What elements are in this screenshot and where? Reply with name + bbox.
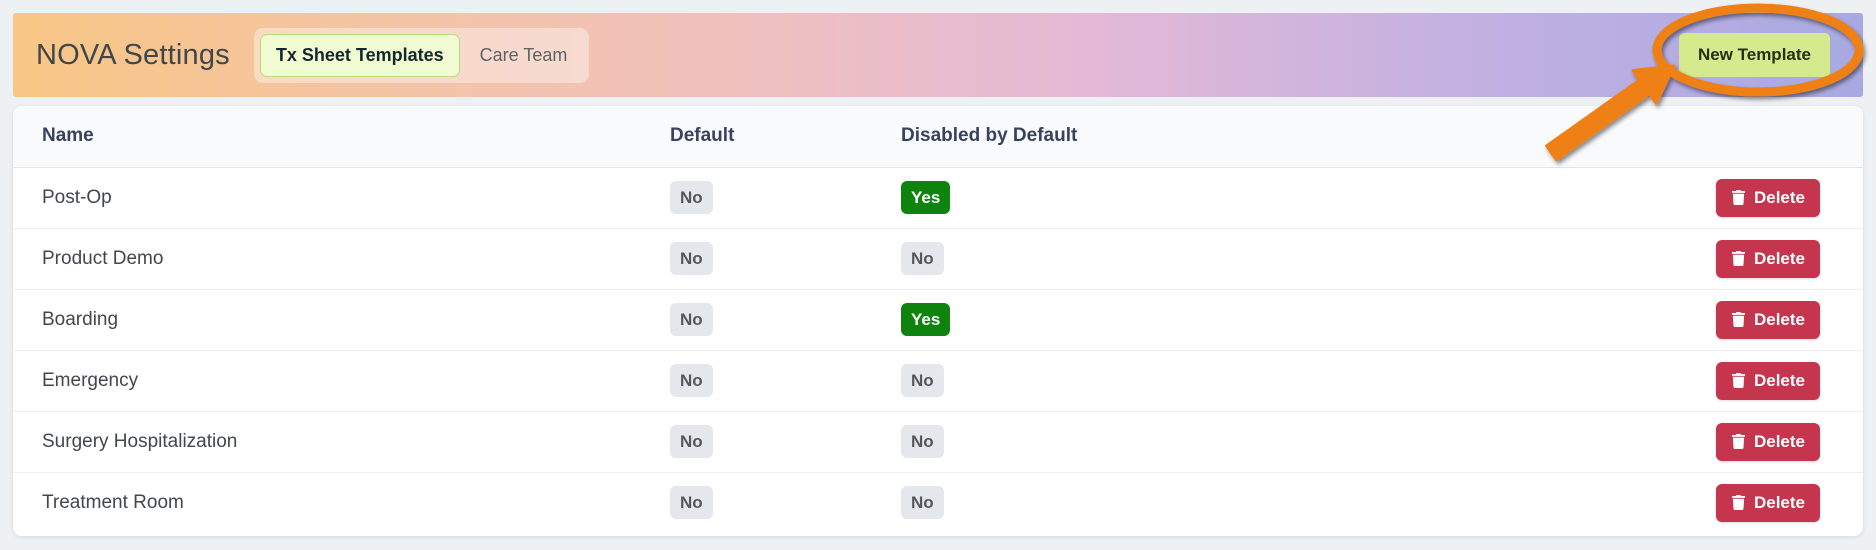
default-badge: No — [670, 181, 713, 214]
disabled-by-default-badge: Yes — [901, 303, 951, 336]
column-header-disabled-by-default: Disabled by Default — [901, 106, 1461, 168]
default-badge: No — [670, 425, 713, 458]
trash-icon — [1731, 373, 1746, 388]
trash-icon — [1731, 495, 1746, 511]
delete-button-label: Delete — [1753, 309, 1805, 329]
templates-table: Name Default Disabled by Default Post-Op… — [13, 106, 1863, 533]
column-header-default: Default — [670, 106, 901, 168]
new-template-button[interactable]: New Template — [1678, 33, 1830, 77]
default-badge: No — [670, 303, 713, 336]
disabled-by-default-badge: Yes — [901, 181, 951, 214]
template-name: Post-Op — [13, 167, 670, 229]
delete-button[interactable]: Delete — [1715, 483, 1820, 522]
column-header-name: Name — [13, 106, 670, 168]
delete-button[interactable]: Delete — [1715, 422, 1820, 461]
table-row: Product Demo No No Delete — [13, 228, 1863, 290]
delete-button-label: Delete — [1753, 248, 1805, 268]
delete-button[interactable]: Delete — [1715, 300, 1820, 339]
trash-icon — [1731, 251, 1746, 266]
tab-tx-sheet-templates[interactable]: Tx Sheet Templates — [259, 33, 460, 77]
trash-icon — [1731, 434, 1746, 449]
default-badge: No — [670, 242, 713, 275]
delete-button-label: Delete — [1753, 431, 1805, 451]
default-badge: No — [670, 364, 713, 397]
trash-icon — [1731, 312, 1746, 327]
template-name: Emergency — [13, 350, 670, 412]
table-row: Treatment Room No No Delete — [13, 472, 1863, 533]
disabled-by-default-badge: No — [901, 425, 944, 458]
template-name: Treatment Room — [42, 491, 184, 513]
delete-button-label: Delete — [1753, 187, 1805, 207]
table-row: Emergency No No Delete — [13, 350, 1863, 412]
delete-button-label: Delete — [1753, 370, 1805, 390]
template-name: Surgery Hospitalization — [13, 411, 670, 473]
template-name: Product Demo — [13, 228, 670, 290]
table-row: Boarding No Yes Delete — [13, 289, 1863, 351]
delete-button[interactable]: Delete — [1715, 178, 1820, 217]
table-row: Surgery Hospitalization No No Delete — [13, 411, 1863, 473]
disabled-by-default-badge: No — [901, 242, 944, 275]
delete-button-label: Delete — [1753, 492, 1805, 512]
column-header-actions — [1461, 106, 1863, 168]
trash-icon — [1731, 190, 1746, 205]
settings-tab-group: Tx Sheet Templates Care Team — [253, 27, 590, 83]
disabled-by-default-badge: No — [901, 486, 944, 520]
table-header-row: Name Default Disabled by Default — [13, 106, 1863, 168]
delete-button[interactable]: Delete — [1715, 239, 1820, 278]
tab-care-team[interactable]: Care Team — [479, 44, 568, 65]
template-name: Boarding — [13, 289, 670, 351]
templates-card: Name Default Disabled by Default Post-Op… — [13, 106, 1863, 536]
disabled-by-default-badge: No — [901, 364, 944, 397]
delete-button[interactable]: Delete — [1715, 361, 1820, 400]
settings-header: NOVA Settings Tx Sheet Templates Care Te… — [13, 13, 1863, 97]
default-badge: No — [670, 486, 713, 520]
page-title: NOVA Settings — [36, 38, 230, 71]
table-row: Post-Op No Yes Delete — [13, 167, 1863, 229]
